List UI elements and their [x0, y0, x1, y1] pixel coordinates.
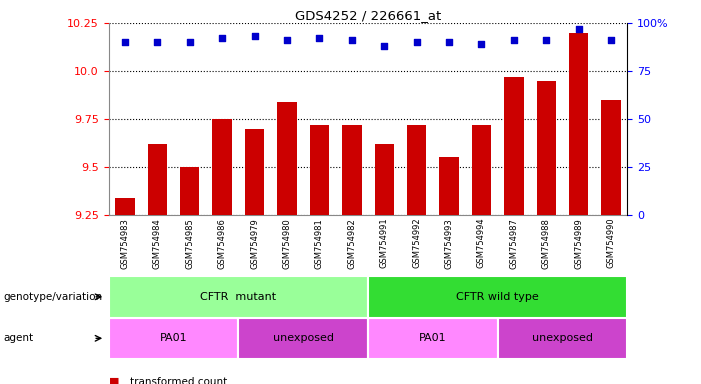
Point — [249, 33, 260, 40]
Bar — [342, 125, 362, 215]
Bar — [440, 157, 458, 215]
Text: agent: agent — [4, 333, 34, 343]
Bar — [374, 144, 394, 215]
Text: unexposed: unexposed — [273, 333, 334, 343]
Bar — [109, 276, 368, 318]
Point — [573, 26, 585, 32]
Point — [184, 39, 196, 45]
Bar — [109, 318, 238, 359]
Bar — [147, 144, 167, 215]
Bar — [407, 125, 426, 215]
Text: transformed count: transformed count — [130, 377, 227, 384]
Point — [508, 37, 519, 43]
Bar — [498, 318, 627, 359]
Bar — [569, 33, 589, 215]
Point — [314, 35, 325, 41]
Bar — [504, 77, 524, 215]
Point — [476, 41, 487, 47]
Text: ■: ■ — [109, 377, 119, 384]
Bar — [115, 198, 135, 215]
Text: genotype/variation: genotype/variation — [4, 292, 102, 302]
Bar — [212, 119, 232, 215]
Point — [346, 37, 358, 43]
Bar — [472, 125, 491, 215]
Point — [119, 39, 130, 45]
Title: GDS4252 / 226661_at: GDS4252 / 226661_at — [295, 9, 441, 22]
Bar — [310, 125, 329, 215]
Bar — [601, 100, 621, 215]
Point — [540, 37, 552, 43]
Point — [444, 39, 455, 45]
Point — [281, 37, 292, 43]
Bar — [278, 102, 297, 215]
Text: PA01: PA01 — [419, 333, 447, 343]
Text: CFTR wild type: CFTR wild type — [456, 292, 539, 302]
Point — [151, 39, 163, 45]
Point — [411, 39, 422, 45]
Bar — [368, 318, 498, 359]
Bar — [245, 129, 264, 215]
Point — [606, 37, 617, 43]
Point — [217, 35, 228, 41]
Bar — [537, 81, 556, 215]
Text: PA01: PA01 — [160, 333, 187, 343]
Text: CFTR  mutant: CFTR mutant — [200, 292, 276, 302]
Bar — [180, 167, 199, 215]
Text: unexposed: unexposed — [532, 333, 593, 343]
Bar — [368, 276, 627, 318]
Point — [379, 43, 390, 49]
Bar — [238, 318, 368, 359]
